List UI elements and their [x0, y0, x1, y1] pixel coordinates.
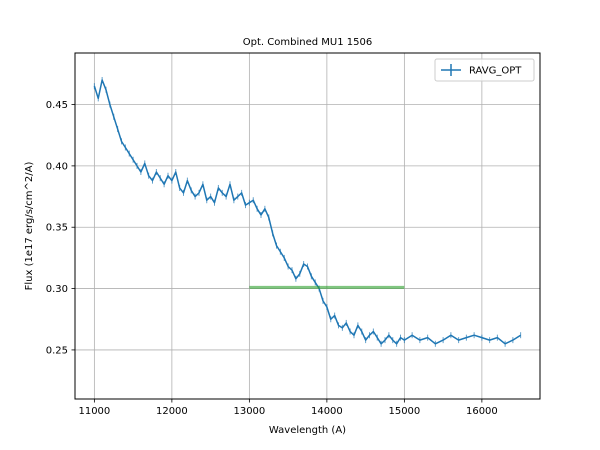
x-tick-label: 11000 [78, 406, 110, 417]
x-tick-label: 12000 [156, 406, 188, 417]
data-series [93, 76, 522, 347]
chart-title: Opt. Combined MU1 1506 [243, 37, 372, 48]
x-axis-label: Wavelength (A) [269, 425, 346, 436]
x-tick-label: 16000 [466, 406, 498, 417]
x-tick-label: 14000 [311, 406, 343, 417]
y-tick-label: 0.35 [46, 223, 68, 234]
y-tick-label: 0.45 [46, 100, 68, 111]
x-tick-label: 15000 [388, 406, 420, 417]
y-axis-label: Flux (1e17 erg/s/cm^2/A) [24, 162, 35, 291]
legend-label-ravg-opt: RAVG_OPT [469, 66, 522, 77]
legend-box [434, 58, 535, 82]
plot-frame [74, 52, 541, 400]
y-tick-label: 0.25 [46, 345, 68, 356]
y-tick-label: 0.40 [46, 161, 68, 172]
grid-lines [75, 53, 540, 399]
x-tick-label: 13000 [233, 406, 265, 417]
y-tick-label: 0.30 [46, 284, 68, 295]
legend: RAVG_OPT [434, 58, 535, 82]
axis-ticks: 11000 12000 13000 14000 15000 16000 0.25 0.30 0.… [46, 100, 498, 417]
series-line-ravg-opt [93, 79, 522, 345]
